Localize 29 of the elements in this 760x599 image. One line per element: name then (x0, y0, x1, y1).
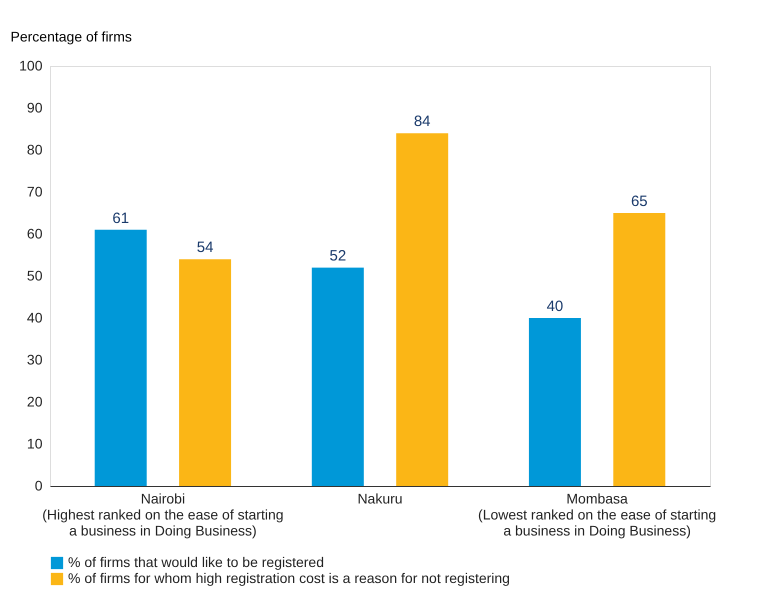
y-tick-label: 10 (26, 436, 43, 452)
bar (613, 213, 666, 486)
legend-label: % of firms for whom high registration cost is a reason for not registering (68, 570, 510, 586)
y-tick-label: 0 (34, 478, 43, 494)
y-tick-label: 50 (26, 268, 43, 284)
bar (396, 133, 448, 486)
bar (179, 259, 232, 486)
data-label: 84 (414, 113, 431, 130)
bar (94, 230, 147, 486)
y-tick-label: 80 (26, 142, 43, 158)
data-label: 65 (630, 193, 648, 210)
x-tick-label: Nakuru (357, 490, 403, 506)
data-label: 52 (329, 248, 346, 265)
data-label: 40 (546, 298, 564, 315)
y-tick-label: 30 (26, 352, 43, 368)
bar (528, 318, 581, 486)
y-tick-label: 90 (26, 100, 43, 116)
bar (312, 268, 364, 486)
y-tick-label: 40 (26, 310, 43, 326)
data-label: 54 (196, 239, 214, 256)
y-axis-title: Percentage of firms (10, 28, 132, 44)
x-tick-label: Nairobi (Highest ranked on the ease of starting a business in Doing Business) (42, 490, 284, 538)
y-tick-label: 100 (19, 58, 43, 74)
y-tick-label: 70 (26, 184, 43, 200)
y-tick-label: 20 (26, 394, 43, 410)
legend-label: % of firms that would like to be registered (68, 554, 324, 570)
x-tick-label: Mombasa (Lowest ranked on the ease of starting a business in Doing Business) (478, 490, 716, 538)
data-label: 61 (112, 210, 130, 227)
y-tick-label: 60 (26, 226, 43, 242)
